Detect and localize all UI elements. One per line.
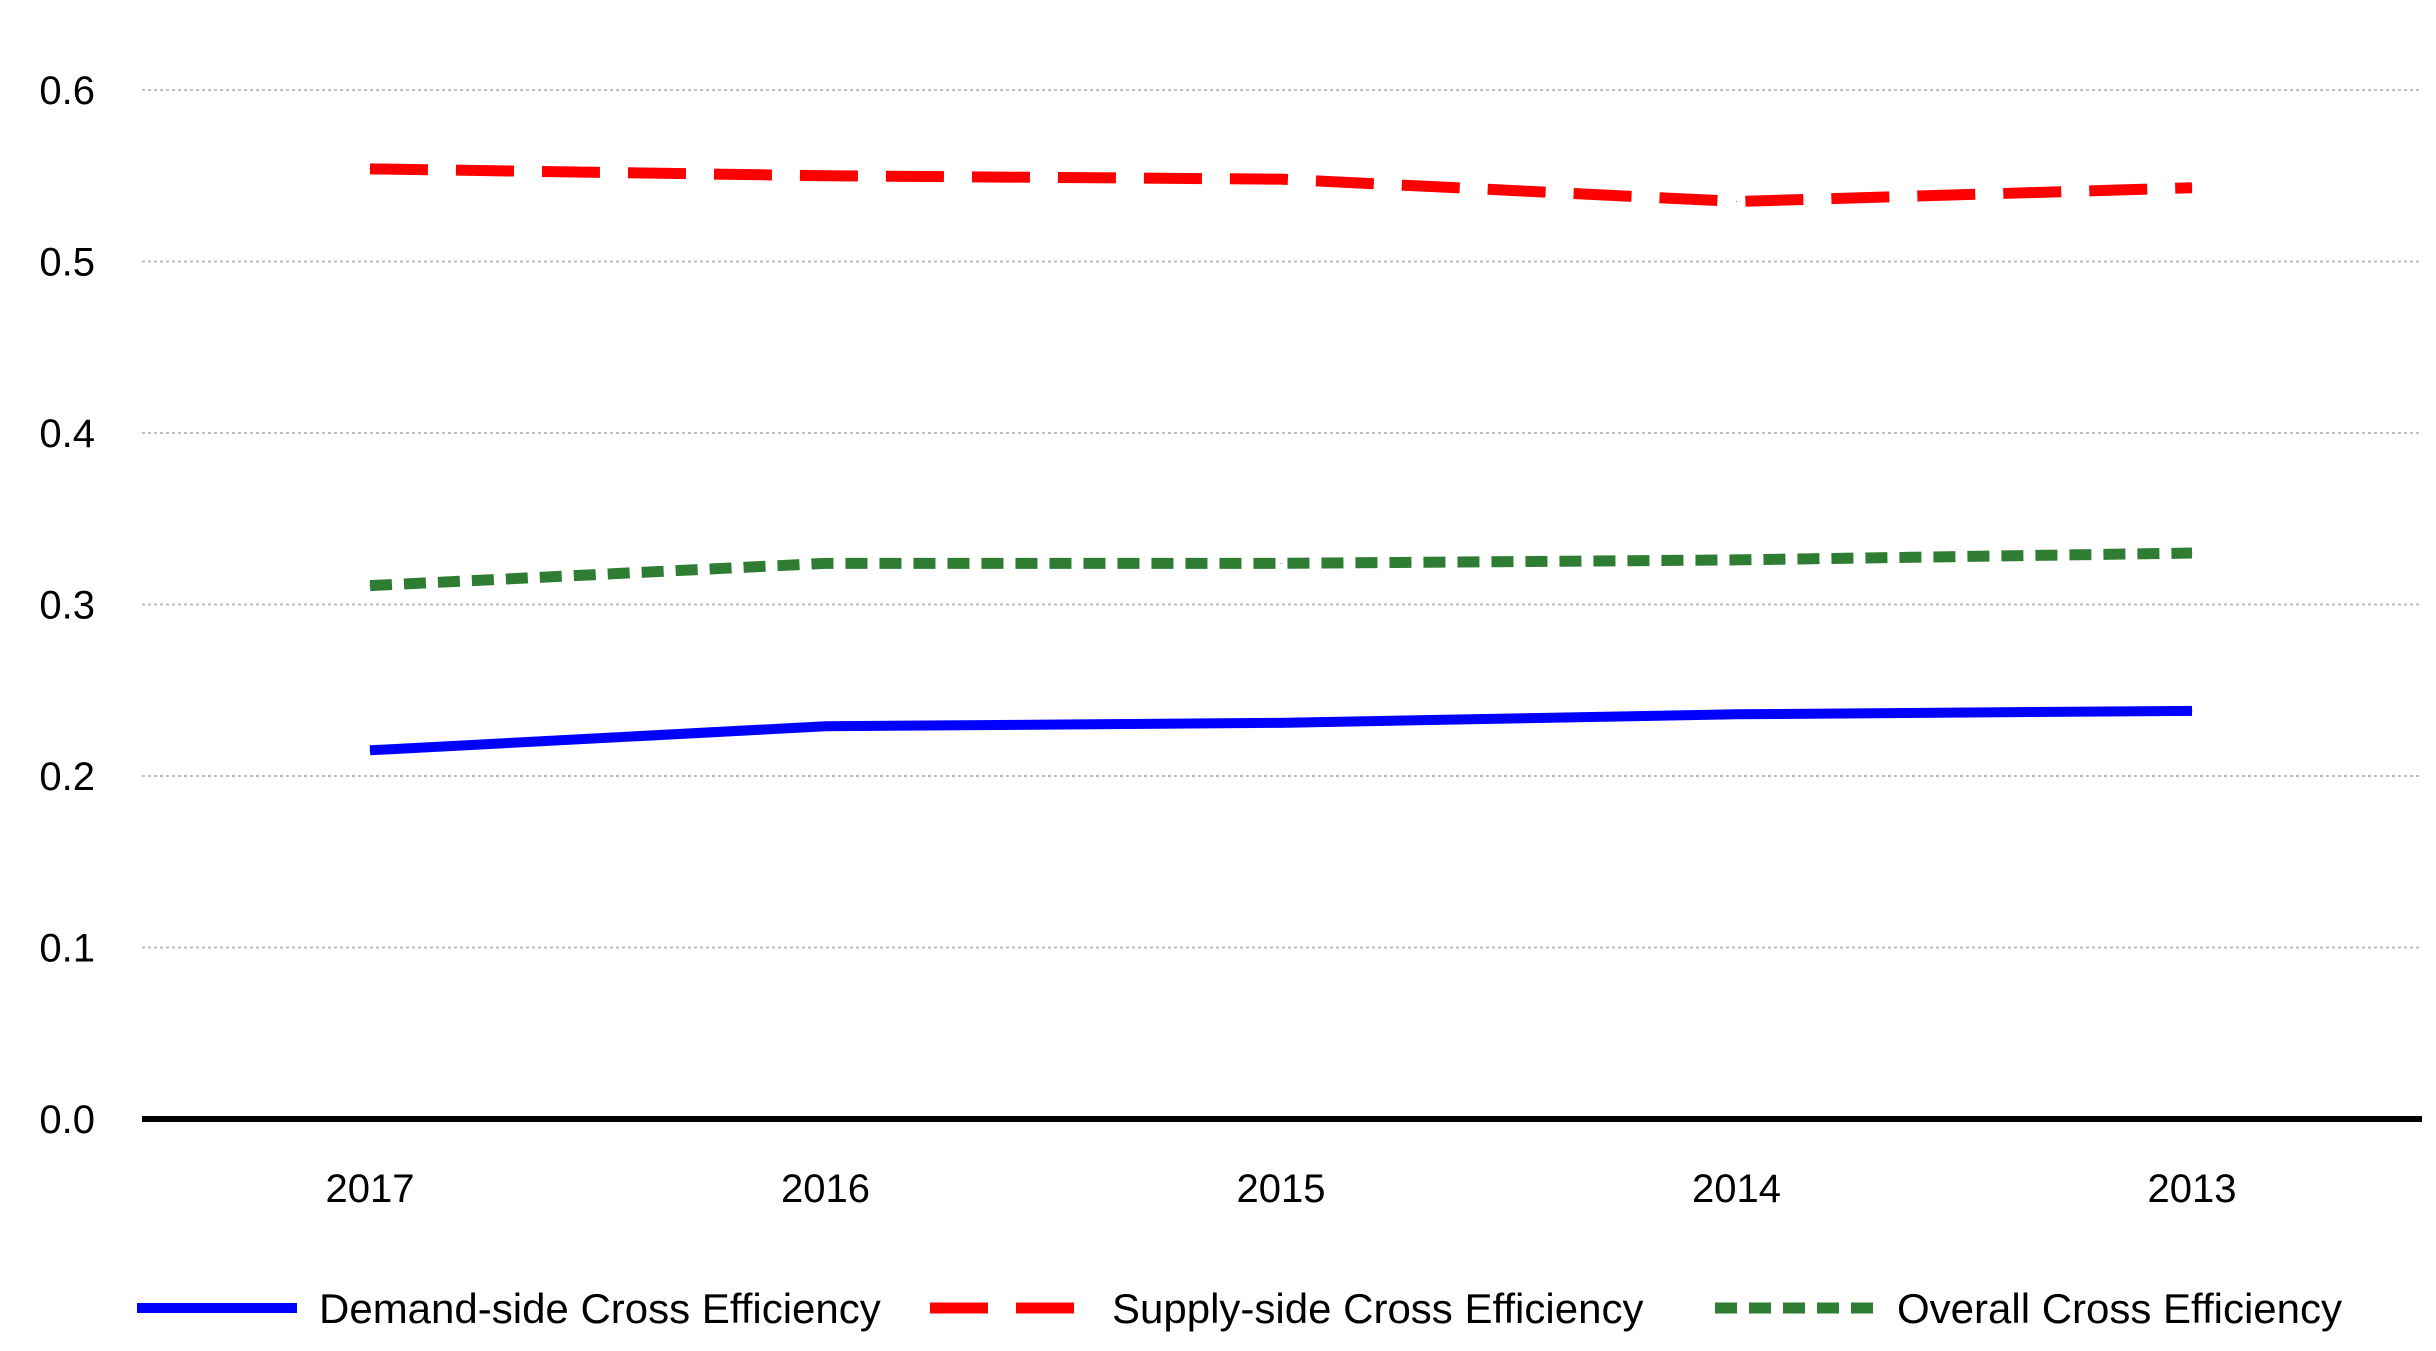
gridlines	[142, 89, 2422, 949]
data-point-s0-3	[1736, 713, 1737, 715]
series-lines	[369, 163, 2193, 756]
x-tick-label: 2013	[2148, 1167, 2237, 1211]
y-tick-label: 0.6	[39, 69, 95, 113]
y-tick-label: 0.2	[39, 755, 95, 799]
legend: Demand-side Cross Efficiency Supply-side …	[137, 1285, 2342, 1332]
data-point-s1-2	[1280, 178, 1282, 180]
x-axis-ticks: 2017 2016 2015 2014 2013	[326, 1167, 2237, 1211]
data-point-s2-2	[1280, 562, 1282, 564]
legend-label-2: Overall Cross Efficiency	[1897, 1285, 2342, 1332]
data-point-s0-1	[825, 725, 826, 727]
legend-entry-0: Demand-side Cross Efficiency	[137, 1285, 881, 1332]
y-tick-label: 0.4	[39, 412, 95, 456]
legend-entry-1: Supply-side Cross Efficiency	[930, 1285, 1643, 1332]
series-line-0	[369, 705, 2193, 756]
data-point-s2-1	[825, 562, 826, 564]
legend-label-0: Demand-side Cross Efficiency	[319, 1285, 881, 1332]
data-point-s1-3	[1736, 200, 1737, 202]
data-point-s0-2	[1280, 722, 1282, 724]
y-tick-label: 0.3	[39, 584, 95, 628]
data-point-s1-0	[369, 168, 371, 170]
series-line-2	[369, 547, 2193, 592]
x-tick-label: 2015	[1237, 1167, 1326, 1211]
legend-label-1: Supply-side Cross Efficiency	[1112, 1285, 1643, 1332]
x-tick-label: 2017	[326, 1167, 415, 1211]
y-tick-label: 0.5	[39, 241, 95, 285]
data-point-s2-3	[1736, 559, 1737, 561]
legend-entry-2: Overall Cross Efficiency	[1715, 1285, 2342, 1332]
data-point-s1-1	[825, 175, 826, 177]
y-tick-label: 0.1	[39, 927, 95, 971]
x-tick-label: 2014	[1692, 1167, 1781, 1211]
y-tick-label: 0.0	[39, 1098, 95, 1142]
data-point-s2-0	[369, 585, 371, 587]
series-line-1	[369, 163, 2193, 207]
y-axis-ticks: 0.0 0.1 0.2 0.3 0.4 0.5 0.6	[39, 69, 95, 1142]
data-point-s1-4	[2191, 187, 2193, 189]
x-tick-label: 2016	[781, 1167, 870, 1211]
data-point-s0-4	[2191, 710, 2193, 712]
data-point-s2-4	[2191, 552, 2193, 554]
data-point-s0-0	[369, 749, 371, 751]
